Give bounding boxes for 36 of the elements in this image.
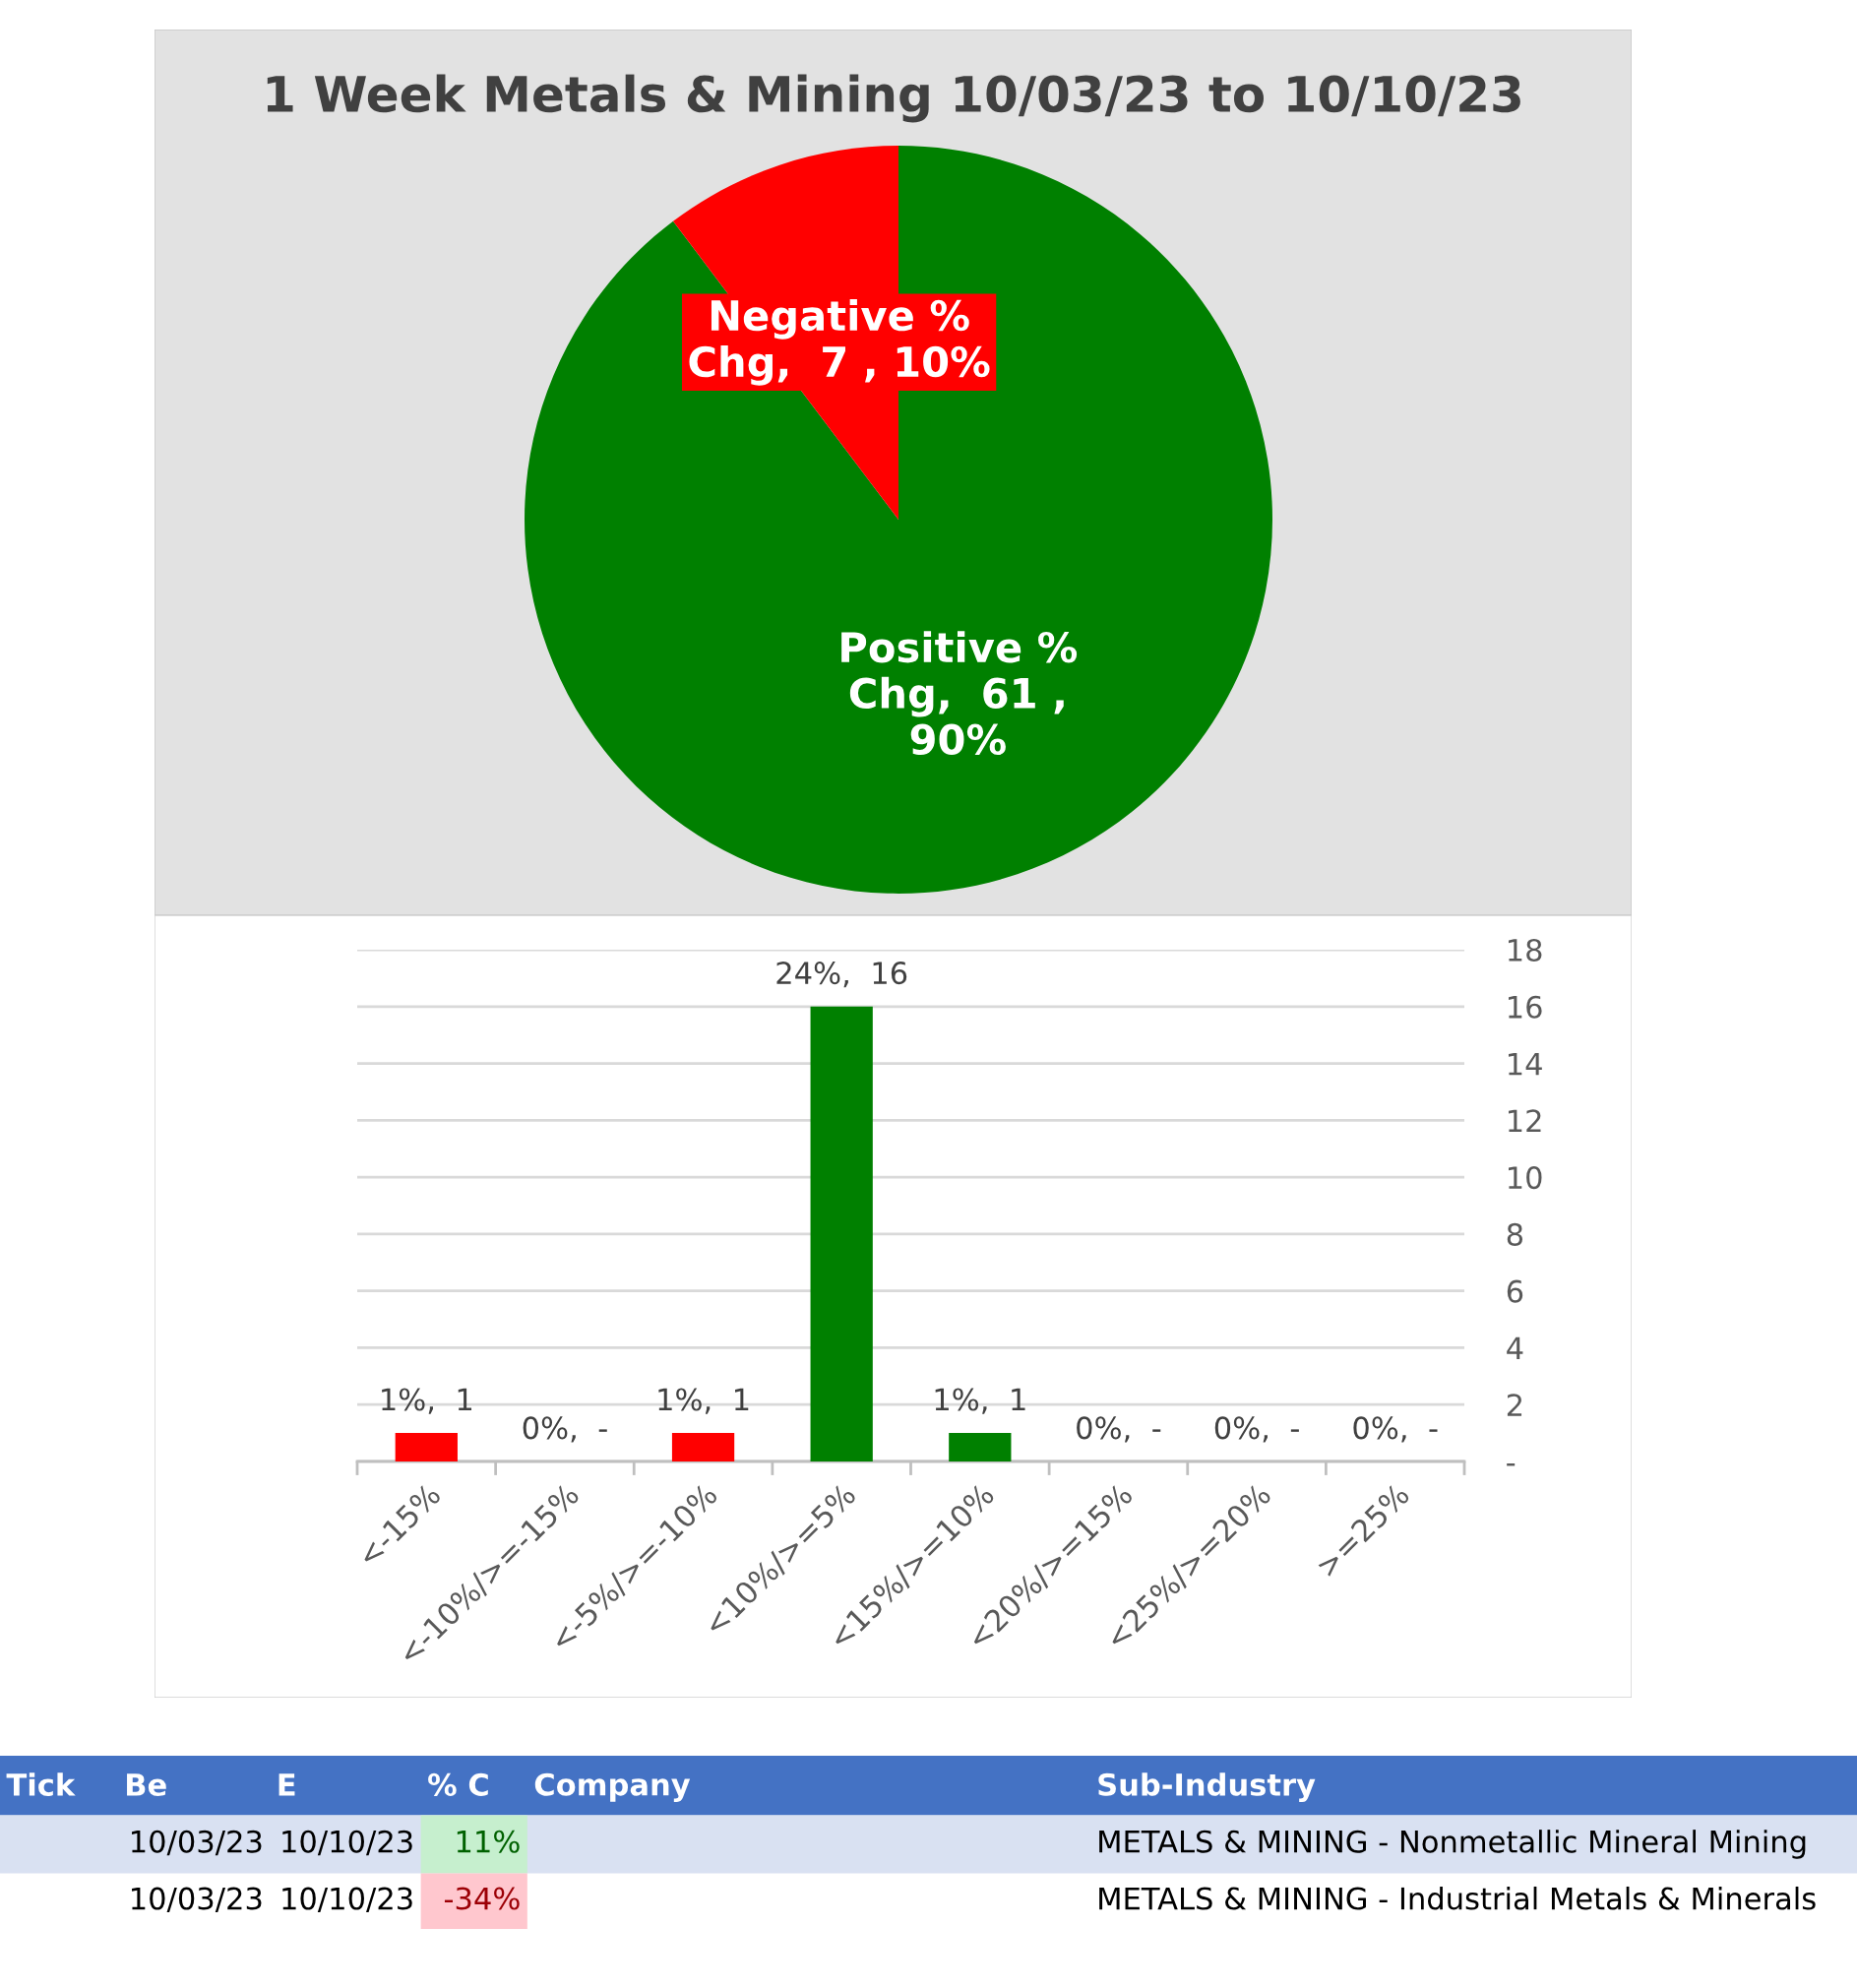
y-tick-label: 14: [1509, 1052, 1542, 1076]
y-tick-label: 4: [1507, 1336, 1523, 1360]
data-label: 24%, 16: [776, 962, 907, 988]
y-tick-label: 8: [1507, 1222, 1523, 1246]
y-tick-label: 18: [1509, 938, 1542, 963]
text: 10/10/23: [282, 1830, 412, 1856]
category-label: Be: [127, 1773, 166, 1796]
text: 10/10/23: [282, 1887, 412, 1912]
data-label: 0%, -: [1077, 1416, 1161, 1443]
y-tick-label: 6: [1507, 1279, 1523, 1303]
data-label: 0%, -: [1214, 1416, 1299, 1443]
data-label: 1%, 1: [935, 1388, 1025, 1414]
chart-title: 1 Week Metals & Mining 10/03/23 to 10/10/23: [267, 74, 1520, 123]
y-tick-label: 10: [1509, 1166, 1542, 1190]
text: 11%: [457, 1830, 520, 1853]
slice-label: Negative % Chg, 7 , 10%: [689, 299, 990, 386]
data-label: 0%, -: [1353, 1416, 1438, 1443]
data-label: 1%, 1: [382, 1388, 472, 1414]
category-label: E: [279, 1773, 295, 1796]
text: -34%: [444, 1887, 520, 1910]
text: 10/03/23: [132, 1830, 262, 1856]
y-tick-label: 12: [1509, 1109, 1541, 1132]
category-label: % C: [428, 1772, 488, 1796]
slice-label: Positive % Chg, 61 , 90%: [841, 631, 1078, 756]
category-label: Company: [534, 1772, 691, 1802]
y-tick-label: 2: [1507, 1394, 1522, 1416]
category-label: Sub-Industry: [1098, 1772, 1316, 1803]
text: 10/03/23: [132, 1887, 262, 1912]
y-tick-label: -: [1507, 1463, 1516, 1466]
category-label: Tick: [6, 1772, 76, 1796]
pie-slice: [525, 146, 1272, 894]
data-label: 1%, 1: [658, 1388, 749, 1414]
y-tick-label: 16: [1509, 995, 1542, 1019]
text: METALS & MINING - Nonmetallic Mineral Mining: [1099, 1830, 1806, 1859]
data-label: 0%, -: [523, 1416, 607, 1443]
text: METALS & MINING - Industrial Metals & Minerals: [1099, 1886, 1816, 1910]
